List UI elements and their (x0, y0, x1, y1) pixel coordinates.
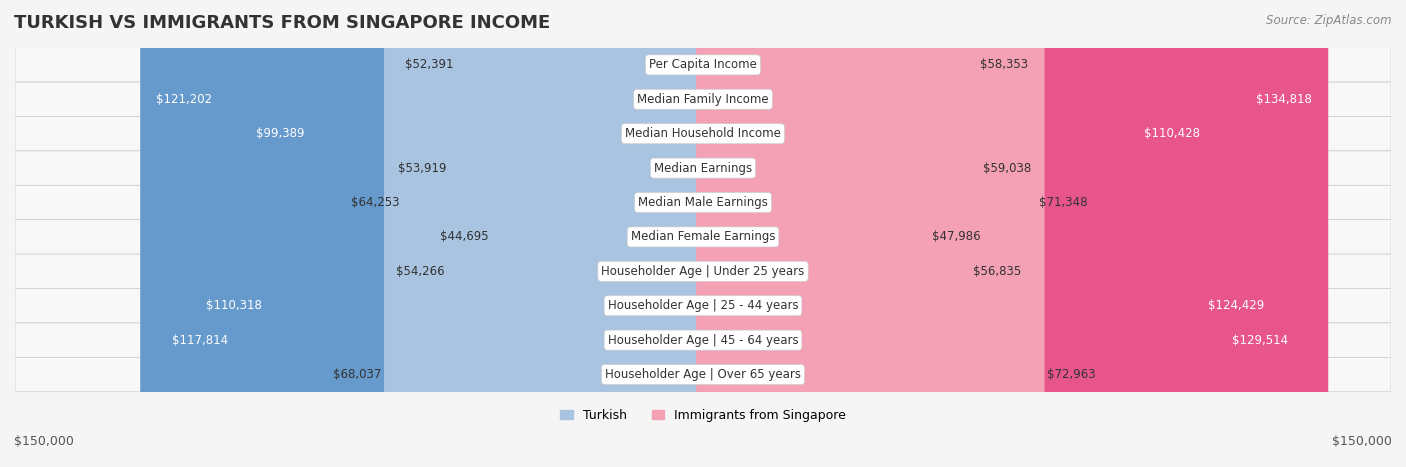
Text: $72,963: $72,963 (1047, 368, 1095, 381)
FancyBboxPatch shape (15, 185, 1391, 219)
FancyBboxPatch shape (15, 82, 1391, 116)
Text: Householder Age | Over 65 years: Householder Age | Over 65 years (605, 368, 801, 381)
FancyBboxPatch shape (696, 0, 980, 467)
FancyBboxPatch shape (696, 0, 1038, 467)
FancyBboxPatch shape (696, 0, 970, 467)
FancyBboxPatch shape (15, 116, 1391, 151)
FancyBboxPatch shape (696, 0, 1281, 467)
FancyBboxPatch shape (696, 0, 1303, 467)
Text: $44,695: $44,695 (440, 230, 489, 243)
FancyBboxPatch shape (190, 0, 710, 467)
FancyBboxPatch shape (15, 48, 1391, 82)
Text: $150,000: $150,000 (14, 435, 75, 448)
FancyBboxPatch shape (401, 0, 710, 467)
FancyBboxPatch shape (696, 0, 1045, 467)
Text: $124,429: $124,429 (1208, 299, 1264, 312)
Text: $52,391: $52,391 (405, 58, 454, 71)
Text: $68,037: $68,037 (333, 368, 382, 381)
Text: Householder Age | Under 25 years: Householder Age | Under 25 years (602, 265, 804, 278)
Text: $47,986: $47,986 (932, 230, 981, 243)
Text: $99,389: $99,389 (256, 127, 305, 140)
Text: Per Capita Income: Per Capita Income (650, 58, 756, 71)
Text: Median Male Earnings: Median Male Earnings (638, 196, 768, 209)
FancyBboxPatch shape (15, 219, 1391, 254)
Text: $150,000: $150,000 (1331, 435, 1392, 448)
Text: $134,818: $134,818 (1257, 93, 1312, 106)
FancyBboxPatch shape (15, 357, 1391, 392)
Text: $117,814: $117,814 (172, 333, 228, 347)
Text: Source: ZipAtlas.com: Source: ZipAtlas.com (1267, 14, 1392, 27)
FancyBboxPatch shape (491, 0, 710, 467)
FancyBboxPatch shape (15, 254, 1391, 289)
FancyBboxPatch shape (696, 0, 1329, 467)
FancyBboxPatch shape (696, 0, 929, 467)
Text: $59,038: $59,038 (983, 162, 1031, 175)
FancyBboxPatch shape (15, 151, 1391, 185)
Text: Median Earnings: Median Earnings (654, 162, 752, 175)
Text: $64,253: $64,253 (350, 196, 399, 209)
Text: $53,919: $53,919 (398, 162, 447, 175)
Text: Median Female Earnings: Median Female Earnings (631, 230, 775, 243)
FancyBboxPatch shape (449, 0, 710, 467)
FancyBboxPatch shape (447, 0, 710, 467)
Text: TURKISH VS IMMIGRANTS FROM SINGAPORE INCOME: TURKISH VS IMMIGRANTS FROM SINGAPORE INC… (14, 14, 550, 32)
Legend: Turkish, Immigrants from Singapore: Turkish, Immigrants from Singapore (555, 404, 851, 427)
Text: $129,514: $129,514 (1232, 333, 1288, 347)
Text: Householder Age | 45 - 64 years: Householder Age | 45 - 64 years (607, 333, 799, 347)
Text: $121,202: $121,202 (156, 93, 212, 106)
Text: $58,353: $58,353 (980, 58, 1028, 71)
FancyBboxPatch shape (696, 0, 1216, 467)
FancyBboxPatch shape (456, 0, 710, 467)
FancyBboxPatch shape (384, 0, 710, 467)
Text: $110,318: $110,318 (207, 299, 262, 312)
FancyBboxPatch shape (696, 0, 977, 467)
Text: Median Family Income: Median Family Income (637, 93, 769, 106)
Text: $56,835: $56,835 (973, 265, 1021, 278)
FancyBboxPatch shape (141, 0, 710, 467)
FancyBboxPatch shape (240, 0, 710, 467)
Text: $54,266: $54,266 (396, 265, 444, 278)
FancyBboxPatch shape (156, 0, 710, 467)
FancyBboxPatch shape (15, 323, 1391, 357)
Text: Householder Age | 25 - 44 years: Householder Age | 25 - 44 years (607, 299, 799, 312)
FancyBboxPatch shape (15, 289, 1391, 323)
Text: Median Household Income: Median Household Income (626, 127, 780, 140)
Text: $71,348: $71,348 (1039, 196, 1088, 209)
Text: $110,428: $110,428 (1144, 127, 1201, 140)
